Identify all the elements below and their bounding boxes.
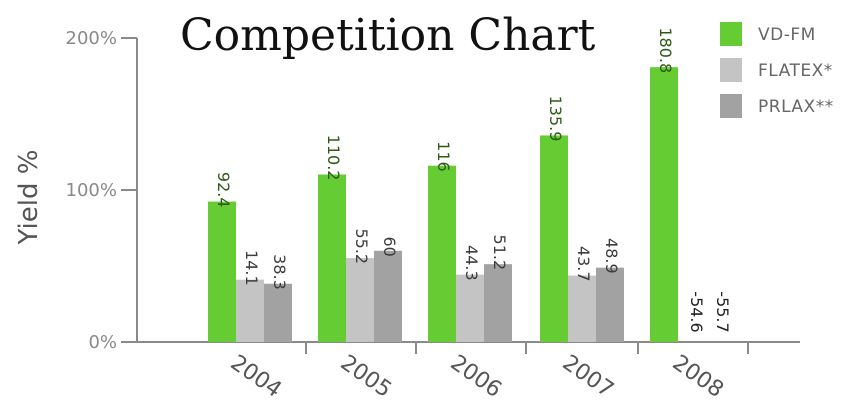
y-axis-label: Yield % xyxy=(14,150,44,246)
bar-vd-fm xyxy=(428,165,456,342)
y-tick-label: 0% xyxy=(88,332,117,353)
bar-flatex- xyxy=(236,279,264,342)
data-label: 48.9 xyxy=(602,238,621,274)
data-label: 38.3 xyxy=(270,254,289,290)
legend-swatch xyxy=(720,22,742,46)
data-label: 44.3 xyxy=(462,245,481,281)
x-tick-label: 2004 xyxy=(226,350,286,403)
chart-title: Competition Chart xyxy=(180,10,596,61)
bar-vd-fm xyxy=(540,135,568,342)
legend-label: FLATEX* xyxy=(758,61,833,81)
x-tick-label: 2007 xyxy=(558,350,618,403)
bar-vd-fm xyxy=(208,201,236,342)
bars: 92.4 14.1 38.3 110.2 55.2 60 116 44.3 51.2 135.9 4… xyxy=(208,27,732,343)
bar-prlax- xyxy=(596,267,624,342)
data-label: 135.9 xyxy=(546,96,565,142)
bar-vd-fm xyxy=(650,67,678,343)
data-label: 180.8 xyxy=(656,27,675,73)
bar-prlax- xyxy=(264,283,292,342)
data-label: -55.7 xyxy=(713,291,732,332)
x-tick-label: 2005 xyxy=(336,350,396,403)
legend-swatch xyxy=(720,94,742,118)
x-tick-label: 2008 xyxy=(668,350,728,403)
data-label: 116 xyxy=(434,141,453,172)
legend-swatch xyxy=(720,58,742,82)
data-label: 43.7 xyxy=(574,246,593,282)
legend-label: PRLAX** xyxy=(758,97,834,117)
bar-flatex- xyxy=(346,258,374,342)
legend-label: VD-FM xyxy=(758,25,816,45)
y-tick-label: 200% xyxy=(66,28,117,49)
x-tick-label: 2006 xyxy=(446,350,506,403)
y-tick-label: 100% xyxy=(66,180,117,201)
data-label: 51.2 xyxy=(490,235,509,271)
bar-prlax- xyxy=(374,250,402,342)
legend: VD-FM FLATEX* PRLAX** xyxy=(720,22,834,118)
data-label: 14.1 xyxy=(242,250,261,286)
data-label: 55.2 xyxy=(352,228,371,264)
data-label: 60 xyxy=(380,236,399,256)
bar-prlax- xyxy=(484,264,512,342)
bar-vd-fm xyxy=(318,174,346,342)
data-label: -54.6 xyxy=(687,291,706,332)
data-label: 92.4 xyxy=(214,172,233,208)
bar-flatex- xyxy=(568,275,596,342)
bar-flatex- xyxy=(456,274,484,342)
data-label: 110.2 xyxy=(324,135,343,181)
